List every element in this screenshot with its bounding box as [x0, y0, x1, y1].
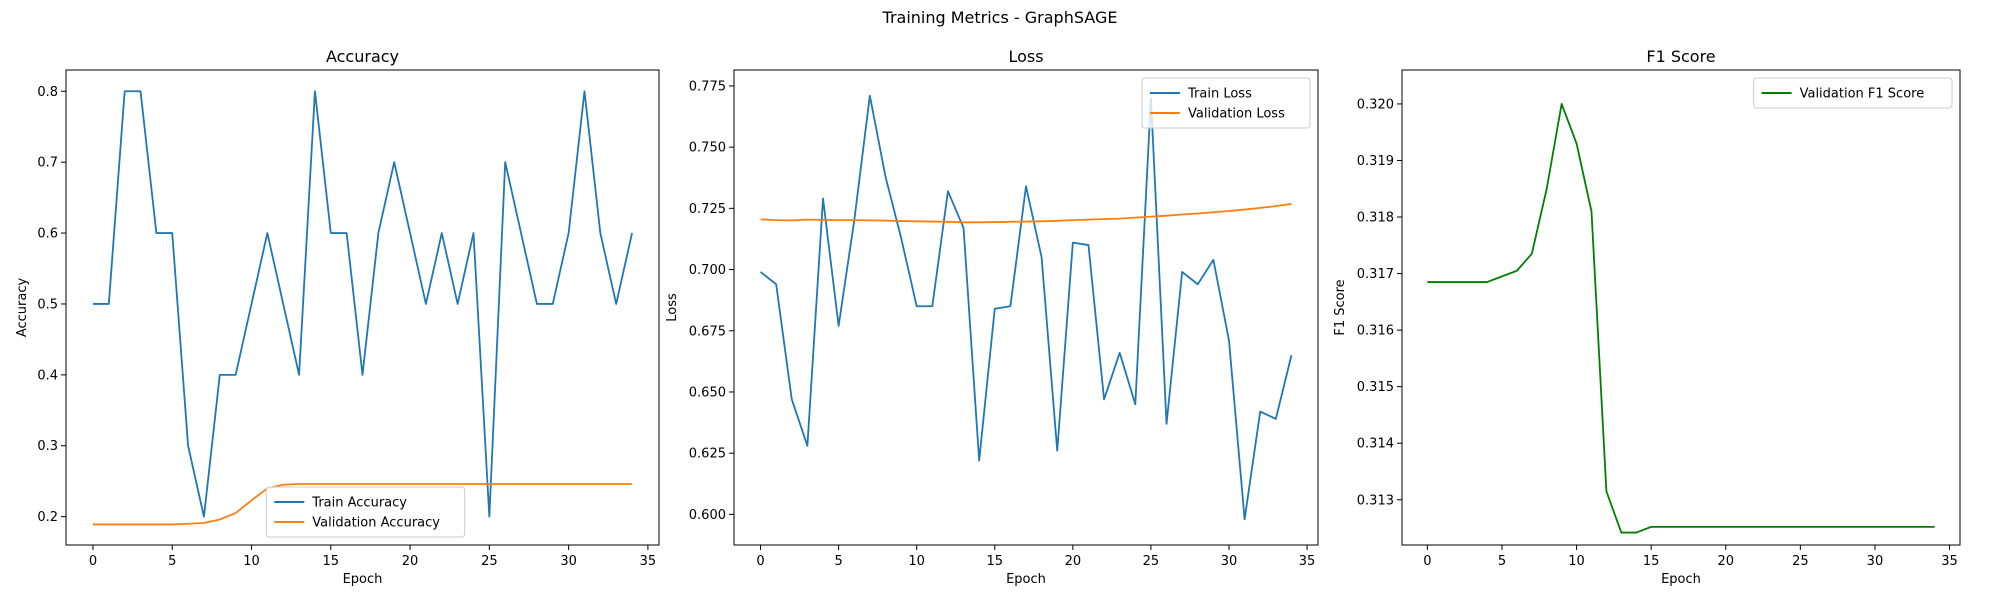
- chart-3: F1 Score 0 5 10 15 20 25 30 35 0.313 0.314 0.315 0.3…: [1333, 47, 1961, 587]
- x-tick-label: 20: [402, 554, 419, 569]
- y-tick-label: 0.700: [689, 263, 726, 278]
- x-tick-label: 35: [1299, 554, 1316, 569]
- legend-box: [1753, 77, 1953, 109]
- x-tick-label: 10: [908, 554, 925, 569]
- x-tick-label: 25: [1792, 554, 1809, 569]
- x-tick-label: 5: [834, 554, 842, 569]
- chart-2: Loss 0 5 10 15 20 25 30 35 0.600 0.625 0.650 0.675 0.…: [665, 47, 1319, 587]
- plot-frame: [65, 69, 660, 546]
- y-axis-label: F1 Score: [1333, 279, 1348, 335]
- y-tick-label: 0.675: [689, 324, 726, 339]
- series-line-2: [92, 483, 633, 526]
- legend-box: [265, 486, 466, 538]
- y-tick-label: 0.320: [1357, 97, 1394, 112]
- x-tick-label: 20: [1717, 554, 1734, 569]
- y-tick-label: 0.775: [689, 79, 726, 94]
- y-tick-label: 0.750: [689, 141, 726, 156]
- series-line-1: [759, 94, 1293, 521]
- x-tick-label: 0: [89, 554, 97, 569]
- x-tick-label: 25: [1143, 554, 1160, 569]
- x-tick-label: 30: [1221, 554, 1238, 569]
- y-tick-label: 0.5: [37, 297, 58, 312]
- x-tick-label: 5: [1498, 554, 1506, 569]
- legend: Validation F1 Score: [1753, 77, 1953, 109]
- y-axis-label: Loss: [665, 293, 680, 322]
- x-tick-label: 15: [323, 554, 340, 569]
- x-tick-label: 35: [640, 554, 657, 569]
- legend-label: Validation Accuracy: [312, 516, 440, 531]
- x-tick-label: 30: [560, 554, 577, 569]
- legend-label: Train Accuracy: [311, 496, 407, 511]
- x-tick-label: 25: [481, 554, 498, 569]
- x-tick-label: 0: [756, 554, 764, 569]
- series-line-2: [760, 203, 1292, 224]
- y-tick-label: 0.650: [689, 385, 726, 400]
- y-tick-label: 0.315: [1357, 380, 1394, 395]
- series-line-1: [1427, 103, 1935, 534]
- y-tick-label: 0.319: [1357, 154, 1394, 169]
- plot-frame: [1401, 69, 1961, 546]
- y-tick-label: 0.7: [37, 156, 58, 171]
- series-line-1: [92, 90, 633, 518]
- y-axis-label: Accuracy: [15, 278, 30, 338]
- y-tick-label: 0.725: [689, 202, 726, 217]
- y-tick-label: 0.313: [1357, 493, 1394, 508]
- y-tick-label: 0.2: [37, 510, 58, 525]
- x-axis-label: Epoch: [343, 572, 383, 587]
- x-tick-label: 5: [168, 554, 176, 569]
- x-tick-label: 15: [986, 554, 1003, 569]
- chart-1: Accuracy 0 5 10 15 20 25 30 35 0.2 0.3 0.4 0.5 0.6 0.7…: [15, 47, 660, 587]
- legend-box: [1141, 77, 1311, 129]
- legend: Train Accuracy Validation Accuracy: [265, 486, 466, 538]
- x-tick-label: 0: [1423, 554, 1431, 569]
- figure-title: Training Metrics - GraphSAGE: [882, 8, 1118, 27]
- x-tick-label: 10: [243, 554, 260, 569]
- y-tick-label: 0.8: [37, 85, 58, 100]
- x-tick-label: 15: [1643, 554, 1660, 569]
- legend-label: Validation F1 Score: [1800, 87, 1925, 102]
- x-tick-label: 10: [1568, 554, 1585, 569]
- chart-title: F1 Score: [1646, 47, 1715, 66]
- y-tick-label: 0.316: [1357, 324, 1394, 339]
- y-tick-label: 0.600: [689, 508, 726, 523]
- legend-label: Train Loss: [1187, 87, 1252, 102]
- y-tick-label: 0.4: [37, 368, 58, 383]
- y-tick-label: 0.317: [1357, 267, 1394, 282]
- y-tick-label: 0.3: [37, 439, 58, 454]
- y-tick-label: 0.314: [1357, 437, 1394, 452]
- chart-title: Accuracy: [326, 47, 399, 66]
- y-tick-label: 0.318: [1357, 211, 1394, 226]
- x-axis-label: Epoch: [1661, 572, 1701, 587]
- chart-title: Loss: [1008, 47, 1043, 66]
- y-tick-label: 0.625: [689, 447, 726, 462]
- y-tick-label: 0.6: [37, 227, 58, 242]
- legend-label: Validation Loss: [1188, 107, 1285, 122]
- x-tick-label: 30: [1867, 554, 1884, 569]
- legend: Train Loss Validation Loss: [1141, 77, 1311, 129]
- x-tick-label: 35: [1941, 554, 1958, 569]
- x-tick-label: 20: [1065, 554, 1082, 569]
- x-axis-label: Epoch: [1006, 572, 1046, 587]
- plot-frame: [733, 69, 1319, 546]
